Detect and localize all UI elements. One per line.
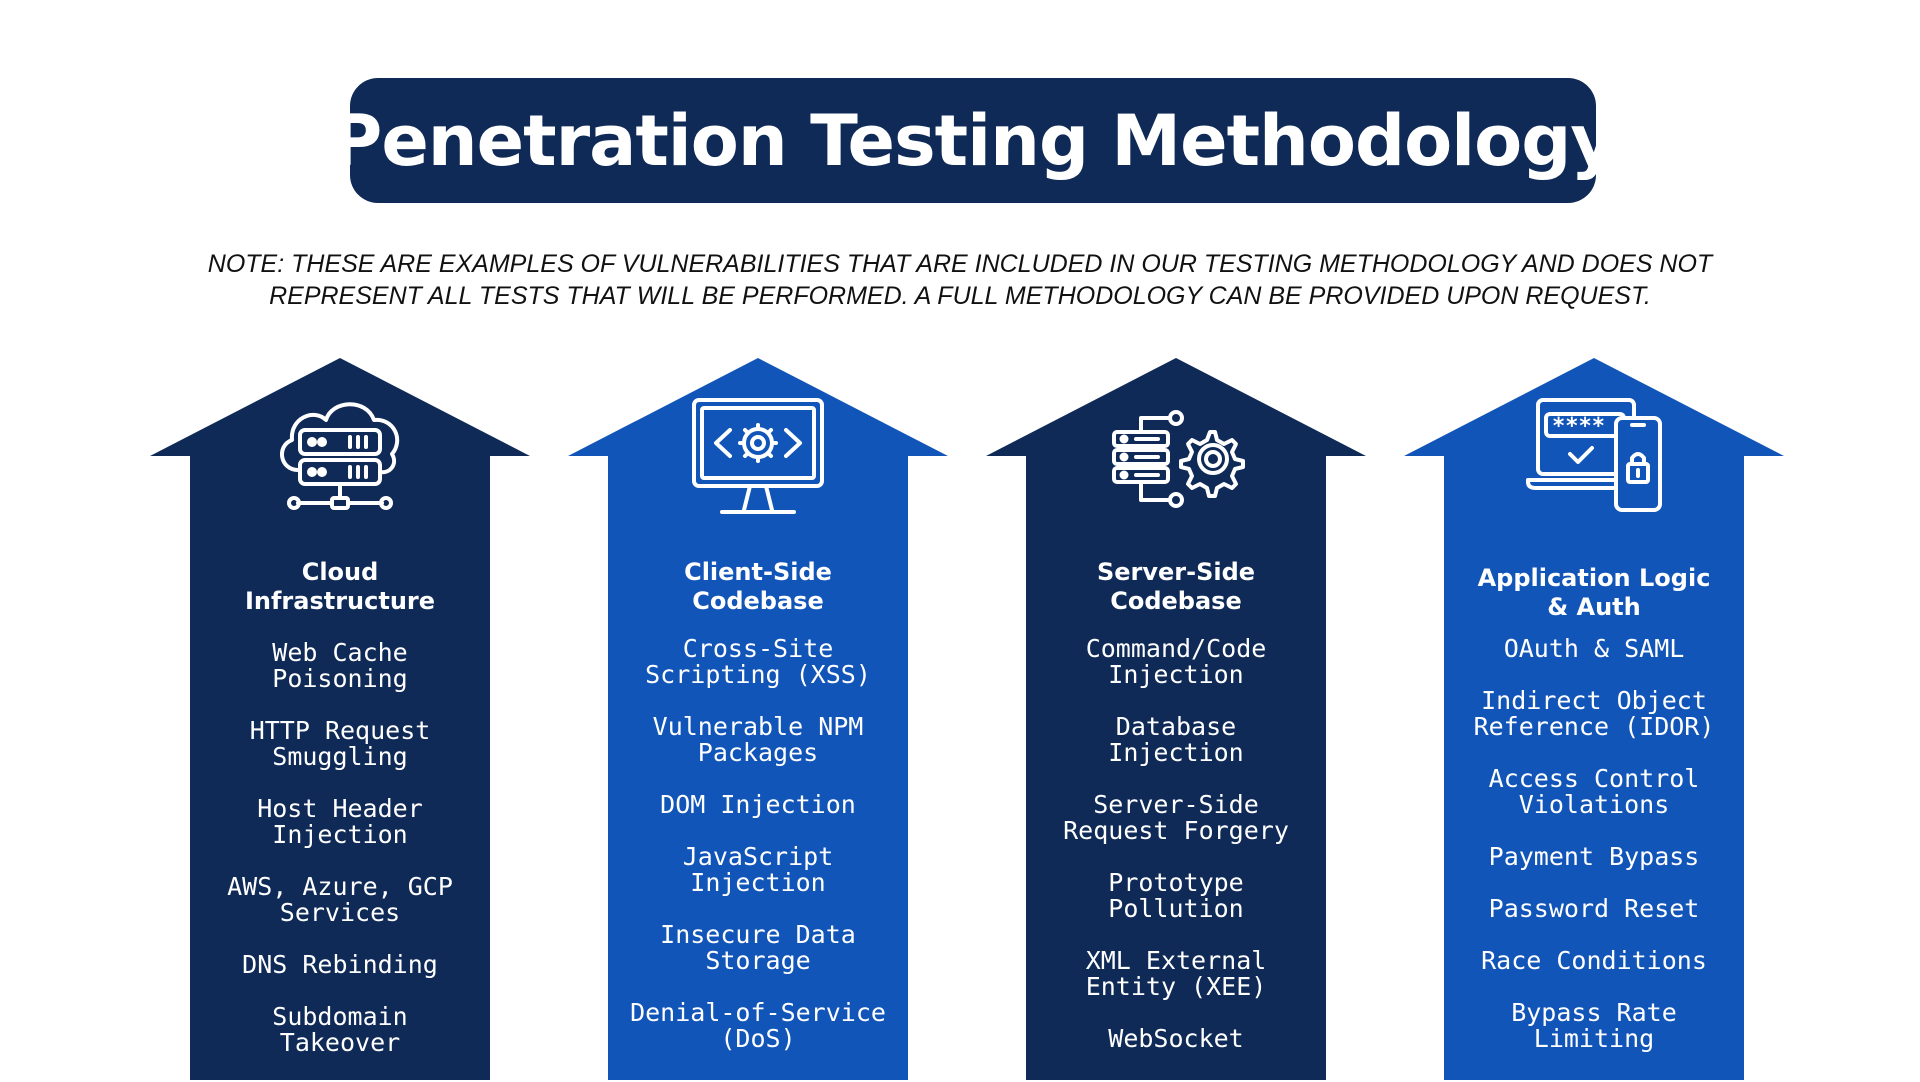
list-item: HTTP Request Smuggling (249, 716, 431, 771)
list-item: WebSocket (1108, 1024, 1244, 1053)
laptop-password-lock-icon: **** (1524, 388, 1664, 528)
list-item: Cross-Site Scripting (XSS) (645, 634, 871, 689)
list-item: DOM Injection (660, 790, 856, 819)
disclaimer-note: NOTE: THESE ARE EXAMPLES OF VULNERABILIT… (160, 248, 1760, 312)
list-item: Payment Bypass (1488, 842, 1700, 871)
list-item: Password Reset (1488, 894, 1700, 923)
list-item: XML External Entity (XEE) (1085, 946, 1267, 1001)
list-item: DNS Rebinding (242, 950, 438, 979)
list-item: Access Control Violations (1488, 764, 1700, 819)
password-mask-text: **** (1552, 414, 1605, 439)
vulnerability-list: Command/Code Injection Database Injectio… (1026, 636, 1326, 1078)
column-cloud-infrastructure: Cloud Infrastructure Web Cache Poisoning… (150, 358, 530, 1080)
arrow-shape (150, 358, 530, 1080)
list-item: Host Header Injection (257, 794, 423, 849)
list-item: Command/Code Injection (1085, 634, 1267, 689)
list-item: OAuth & SAML (1503, 634, 1685, 663)
column-server-side-codebase: Server-Side Codebase Command/Code Inject… (986, 358, 1366, 1080)
vulnerability-list: Cross-Site Scripting (XSS) Vulnerable NP… (608, 636, 908, 1078)
list-item: Indirect Object Reference (IDOR) (1473, 686, 1715, 741)
column-heading: Application Logic & Auth (1477, 564, 1711, 621)
monitor-code-gear-icon (688, 388, 828, 528)
title-banner: Penetration Testing Methodology (331, 78, 1616, 203)
list-item: Vulnerable NPM Packages (652, 712, 864, 767)
column-client-side-codebase: Client-Side Codebase Cross-Site Scriptin… (568, 358, 948, 1080)
server-gear-icon (1106, 388, 1246, 528)
page-title: Penetration Testing Methodology (331, 99, 1616, 182)
list-item: Insecure Data Storage (660, 920, 856, 975)
list-item: AWS, Azure, GCP Services (227, 872, 453, 927)
list-item: Denial-of-Service (DoS) (630, 998, 886, 1053)
list-item: Database Injection (1108, 712, 1244, 767)
note-line-2: REPRESENT ALL TESTS THAT WILL BE PERFORM… (269, 282, 1651, 310)
column-application-logic-auth: **** Application Logic & Auth OAuth & SA… (1404, 358, 1784, 1080)
list-item: Race Conditions (1481, 946, 1707, 975)
list-item: Subdomain Takeover (272, 1002, 408, 1057)
column-heading: Client-Side Codebase (684, 558, 832, 615)
cloud-server-icon (270, 388, 410, 528)
vulnerability-list: Web Cache Poisoning HTTP Request Smuggli… (190, 640, 490, 1082)
column-heading: Cloud Infrastructure (244, 558, 436, 615)
list-item: Prototype Pollution (1108, 868, 1244, 923)
list-item: Server-Side Request Forgery (1063, 790, 1289, 845)
arrow-shape (986, 358, 1366, 1080)
list-item: Bypass Rate Limiting (1511, 998, 1677, 1053)
note-line-1: NOTE: THESE ARE EXAMPLES OF VULNERABILIT… (207, 250, 1713, 278)
list-item: Web Cache Poisoning (272, 638, 408, 693)
vulnerability-list: OAuth & SAML Indirect Object Reference (… (1444, 636, 1744, 1078)
column-heading: Server-Side Codebase (1096, 558, 1256, 615)
list-item: JavaScript Injection (682, 842, 834, 897)
